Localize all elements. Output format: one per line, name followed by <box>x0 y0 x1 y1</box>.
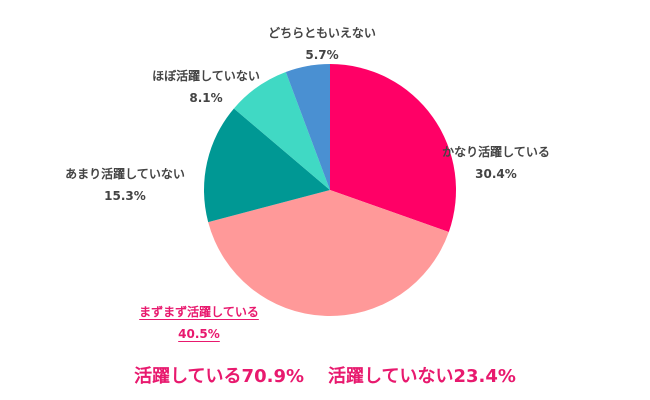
label-mazumazu-pct: 40.5% <box>178 327 220 341</box>
slice-kanari <box>330 64 457 232</box>
label-hobo: ほぼ活躍していない 8.1% <box>152 65 260 109</box>
label-hobo-pct: 8.1% <box>189 91 223 105</box>
slice-amari <box>204 108 330 223</box>
label-amari: あまり活躍していない 15.3% <box>65 163 185 207</box>
slice-mazumazu <box>208 190 449 317</box>
label-amari-name: あまり活躍していない <box>65 167 185 181</box>
label-dochira-pct: 5.7% <box>305 48 339 62</box>
label-kanari-pct: 30.4% <box>475 167 517 181</box>
label-hobo-name: ほぼ活躍していない <box>152 69 260 83</box>
label-kanari: かなり活躍している 30.4% <box>442 141 550 185</box>
summary-line: 活躍している70.9% 活躍していない23.4% <box>0 362 650 388</box>
label-mazumazu: まずまず活躍している 40.5% <box>139 301 259 345</box>
label-mazumazu-name: まずまず活躍している <box>139 305 259 319</box>
label-kanari-name: かなり活躍している <box>442 145 550 159</box>
label-dochira-name: どちらともいえない <box>268 26 376 40</box>
slice-hobo <box>233 71 330 190</box>
label-amari-pct: 15.3% <box>104 189 146 203</box>
summary-inactive: 活躍していない23.4% <box>328 366 516 387</box>
summary-active: 活躍している70.9% <box>134 366 304 387</box>
label-dochira: どちらともいえない 5.7% <box>268 22 376 66</box>
slice-dochira <box>285 63 330 190</box>
